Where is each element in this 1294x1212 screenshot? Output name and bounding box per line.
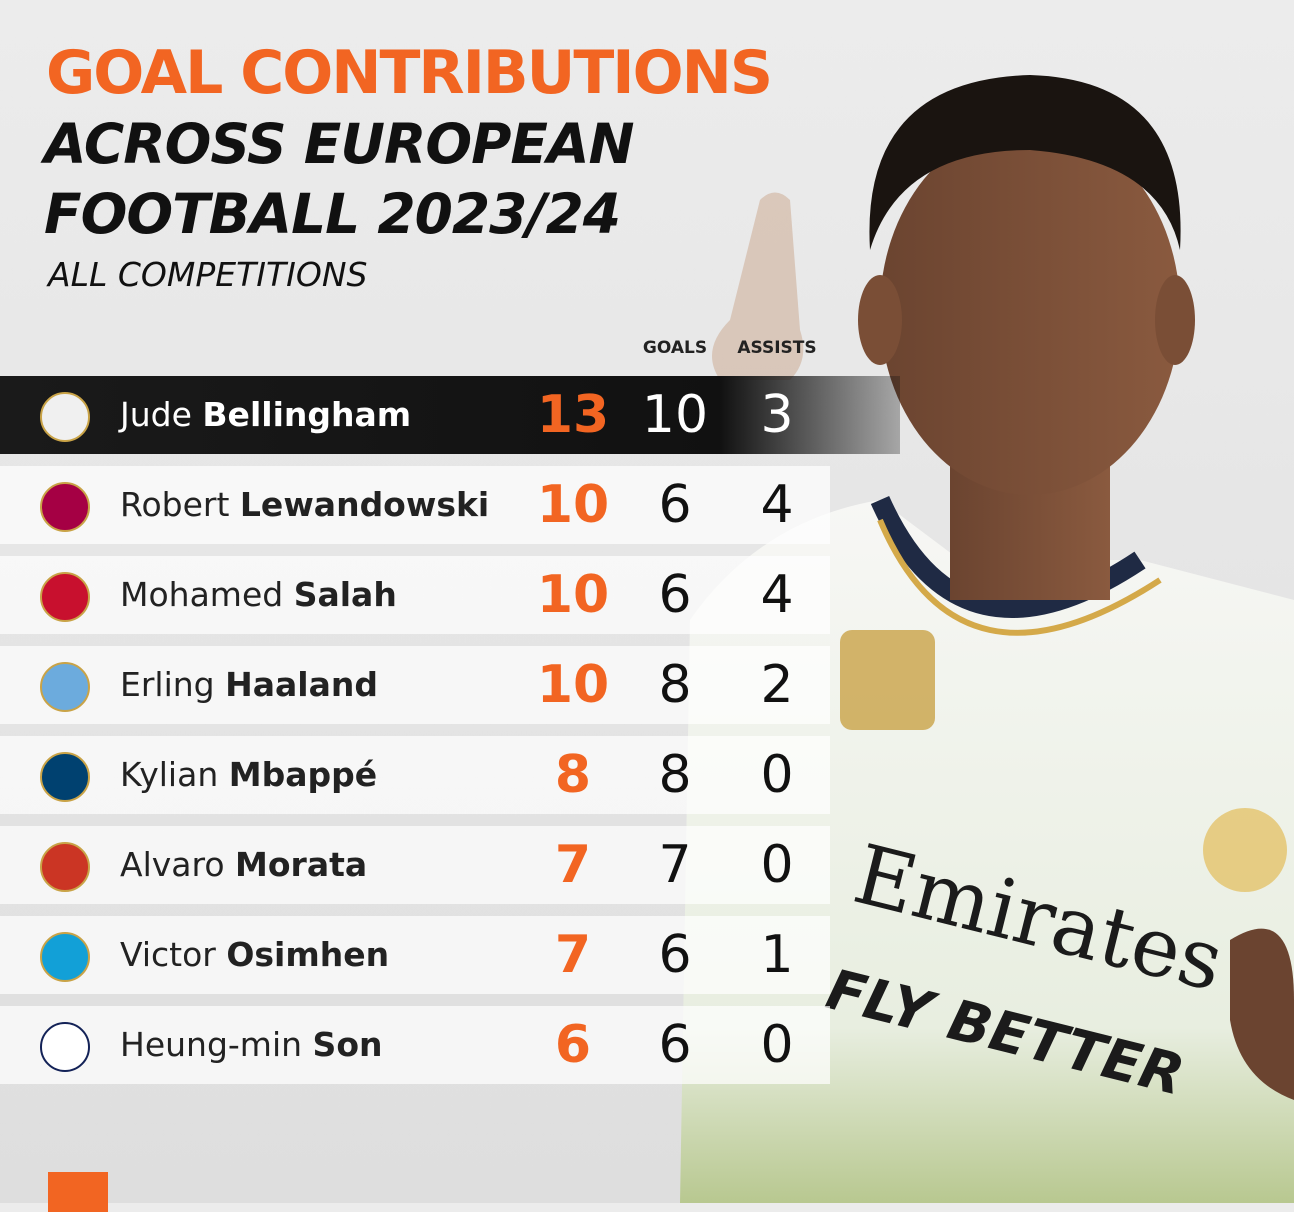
total: 7 bbox=[554, 925, 592, 985]
goals: 6 bbox=[658, 925, 692, 985]
club-logo bbox=[40, 1022, 90, 1072]
total: 10 bbox=[536, 655, 610, 715]
last-name: Osimhen bbox=[226, 935, 390, 974]
last-name: Salah bbox=[293, 575, 397, 614]
row-background bbox=[0, 826, 830, 904]
player-name: Victor Osimhen bbox=[120, 916, 389, 994]
assists: 1 bbox=[760, 925, 794, 985]
goals: 10 bbox=[641, 385, 709, 445]
first-name: Erling bbox=[120, 665, 215, 704]
club-logo bbox=[40, 572, 90, 622]
row-background bbox=[0, 916, 830, 994]
subtitle: ALL COMPETITIONS bbox=[48, 255, 368, 294]
total: 7 bbox=[554, 835, 592, 895]
goals: 6 bbox=[658, 565, 692, 625]
assists: 4 bbox=[760, 475, 794, 535]
total: 13 bbox=[536, 385, 610, 445]
brand-logo bbox=[48, 1172, 108, 1212]
row-background bbox=[0, 646, 830, 724]
goals: 8 bbox=[658, 745, 692, 805]
club-logo bbox=[40, 662, 90, 712]
player-name: Robert Lewandowski bbox=[120, 466, 489, 544]
first-name: Alvaro bbox=[120, 845, 225, 884]
row-background bbox=[0, 376, 900, 454]
last-name: Son bbox=[312, 1025, 383, 1064]
last-name: Mbappé bbox=[228, 755, 378, 794]
goals: 7 bbox=[658, 835, 692, 895]
first-name: Mohamed bbox=[120, 575, 284, 614]
last-name: Morata bbox=[235, 845, 368, 884]
assists: 4 bbox=[760, 565, 794, 625]
club-logo bbox=[40, 482, 90, 532]
last-name: Bellingham bbox=[202, 395, 412, 434]
goals: 6 bbox=[658, 1015, 692, 1075]
first-name: Jude bbox=[120, 395, 192, 434]
row-background bbox=[0, 466, 830, 544]
total: 8 bbox=[554, 745, 592, 805]
row-background bbox=[0, 736, 830, 814]
title-line: ACROSS EUROPEAN bbox=[44, 112, 635, 176]
row-background bbox=[0, 1006, 830, 1084]
assists: 2 bbox=[760, 655, 794, 715]
column-header: GOALS bbox=[642, 338, 708, 358]
first-name: Kylian bbox=[120, 755, 219, 794]
club-logo bbox=[40, 842, 90, 892]
player-name: Heung-min Son bbox=[120, 1006, 382, 1084]
first-name: Heung-min bbox=[120, 1025, 303, 1064]
title: GOAL CONTRIBUTIONS bbox=[46, 38, 773, 108]
player-name: Erling Haaland bbox=[120, 646, 378, 724]
first-name: Victor bbox=[120, 935, 216, 974]
assists: 0 bbox=[760, 1015, 794, 1075]
player-name: Kylian Mbappé bbox=[120, 736, 377, 814]
assists: 0 bbox=[760, 835, 794, 895]
club-logo bbox=[40, 392, 90, 442]
total: 10 bbox=[536, 475, 610, 535]
last-name: Haaland bbox=[225, 665, 378, 704]
first-name: Robert bbox=[120, 485, 230, 524]
total: 6 bbox=[554, 1015, 592, 1075]
assists: 3 bbox=[760, 385, 794, 445]
player-name: Jude Bellingham bbox=[120, 376, 411, 454]
club-logo bbox=[40, 752, 90, 802]
last-name: Lewandowski bbox=[239, 485, 490, 524]
row-background bbox=[0, 556, 830, 634]
club-logo bbox=[40, 932, 90, 982]
column-header: ASSISTS bbox=[737, 338, 817, 358]
player-name: Alvaro Morata bbox=[120, 826, 367, 904]
goals: 6 bbox=[658, 475, 692, 535]
goals: 8 bbox=[658, 655, 692, 715]
title-line: FOOTBALL 2023/24 bbox=[44, 182, 621, 246]
assists: 0 bbox=[760, 745, 794, 805]
player-name: Mohamed Salah bbox=[120, 556, 397, 634]
total: 10 bbox=[536, 565, 610, 625]
